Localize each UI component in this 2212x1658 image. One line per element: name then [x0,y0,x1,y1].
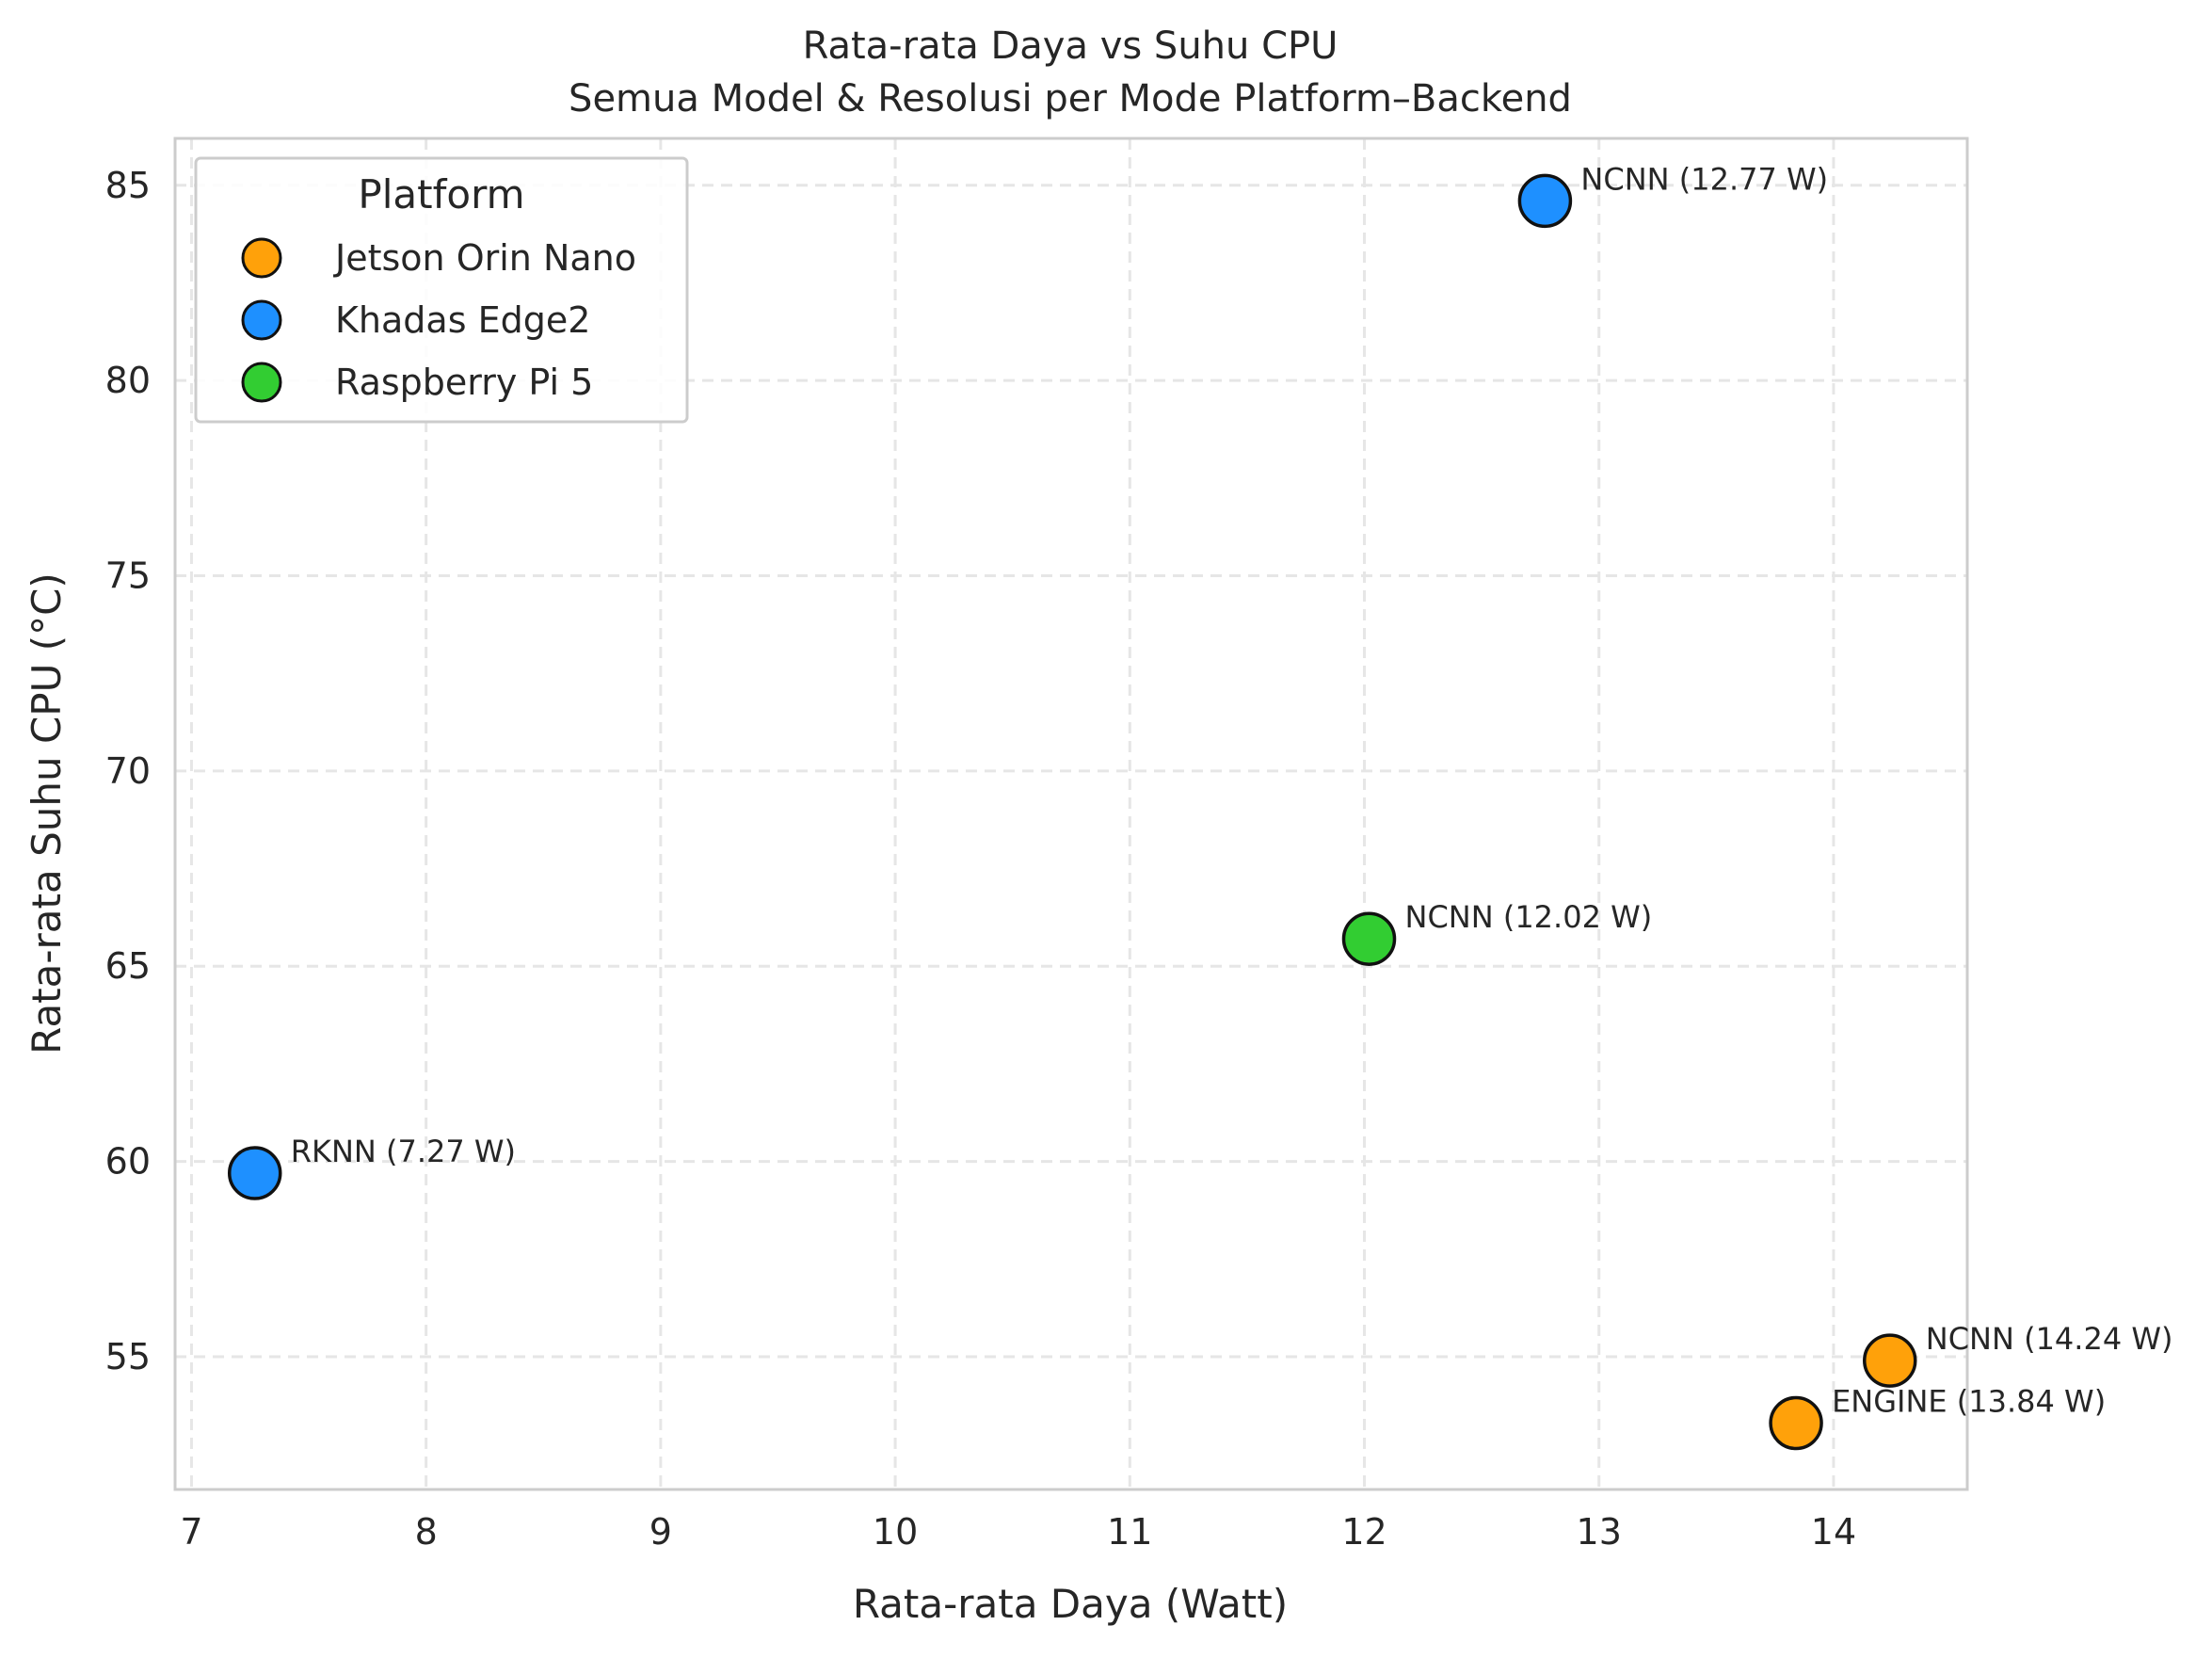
data-point [1863,1333,1917,1388]
y-axis-label: Rata-rata Suhu CPU (°C) [24,572,70,1054]
x-tick-label: 12 [1341,1511,1387,1553]
legend-label: Khadas Edge2 [335,299,590,341]
y-tick-label: 65 [105,945,151,987]
data-point [1341,911,1397,966]
data-label: NCNN (12.77 W) [1580,161,1828,197]
legend-marker [241,362,282,403]
x-tick-label: 10 [873,1511,918,1553]
x-tick-label: 13 [1577,1511,1622,1553]
legend-label: Raspberry Pi 5 [335,362,593,403]
x-tick-label: 8 [415,1511,438,1553]
y-tick-label: 80 [105,360,151,401]
legend-marker [241,299,282,341]
grid-layer [175,138,1967,1489]
x-axis-ticks: 7 8 9 10 11 12 13 14 [180,1511,1856,1553]
plot-area-frame [173,137,1969,1491]
x-tick-label: 7 [180,1511,202,1553]
legend: Platform Jetson Orin Nano Khadas Edge2 Ras… [194,156,689,424]
x-axis-label: Rata-rata Daya (Watt) [853,1581,1288,1627]
data-point [1769,1395,1823,1451]
data-point [227,1146,282,1200]
x-tick-label: 9 [649,1511,672,1553]
data-points-layer [227,173,1917,1451]
data-point [1517,173,1573,229]
legend-title: Platform [358,171,524,217]
x-tick-label: 11 [1107,1511,1152,1553]
data-label: RKNN (7.27 W) [291,1134,516,1169]
x-tick-label: 14 [1811,1511,1856,1553]
chart-title: Rata-rata Daya vs Suhu CPU [803,24,1338,68]
data-labels-layer: NCNN (14.24 W) ENGINE (13.84 W) NCNN (12.7… [291,161,2173,1419]
legend-marker [241,237,282,279]
y-tick-label: 85 [105,165,151,206]
y-tick-label: 75 [105,555,151,597]
legend-label: Jetson Orin Nano [333,237,636,279]
y-tick-label: 60 [105,1141,151,1183]
data-label: NCNN (14.24 W) [1926,1321,2173,1357]
chart-subtitle: Semua Model & Resolusi per Mode Platform… [569,77,1572,121]
legend-frame [194,156,689,424]
y-axis-ticks: 55 60 65 70 75 80 85 [105,165,151,1377]
y-tick-label: 55 [105,1336,151,1377]
y-tick-label: 70 [105,750,151,792]
data-label: ENGINE (13.84 W) [1832,1383,2106,1419]
legend-items: Jetson Orin Nano Khadas Edge2 Raspberry Pi… [241,237,636,403]
data-label: NCNN (12.02 W) [1405,899,1653,935]
